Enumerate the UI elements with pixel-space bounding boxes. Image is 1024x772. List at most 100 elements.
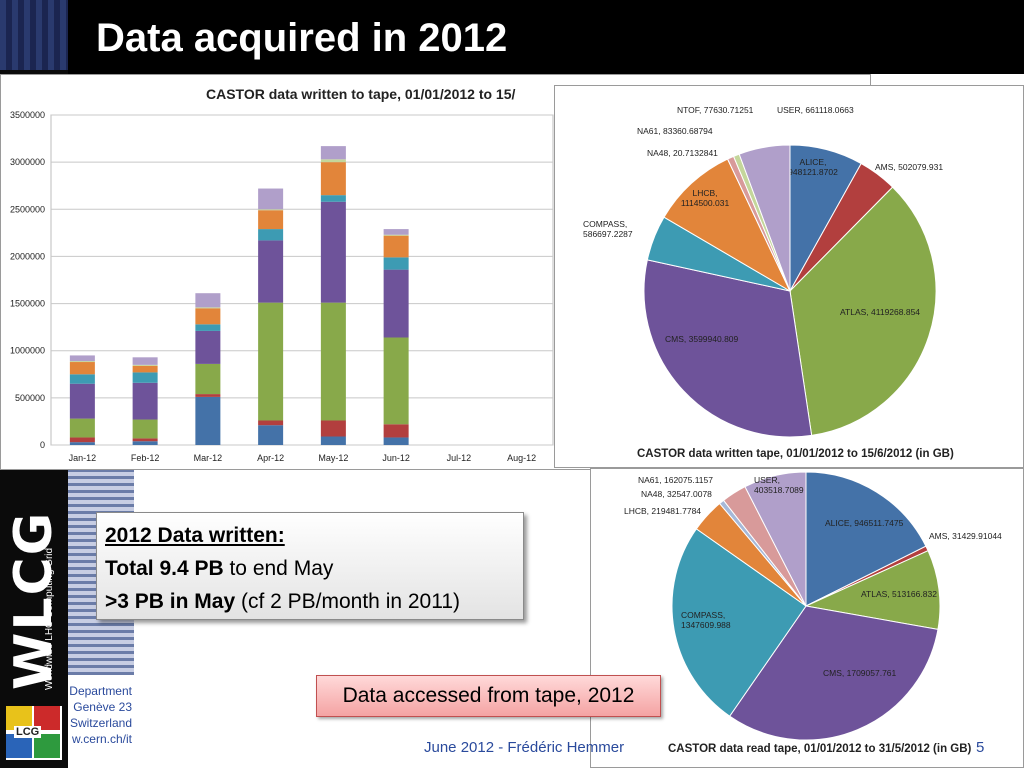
bar-segment — [132, 382, 158, 420]
bar-segment — [320, 436, 346, 445]
pie-slice-label: AMS, 502079.931 — [875, 162, 943, 172]
pie-slice-label: ATLAS, 513166.832 — [861, 589, 937, 599]
callout-may-rest: (cf 2 PB/month in 2011) — [235, 590, 461, 613]
bar-segment — [132, 365, 158, 373]
bar-segment — [195, 308, 221, 325]
pie-slice-label: NA61, 83360.68794 — [637, 126, 713, 136]
bar-segment — [383, 234, 409, 236]
bar-segment — [383, 229, 409, 235]
callout-heading: 2012 Data written: — [105, 524, 285, 547]
x-tick-label: May-12 — [318, 453, 348, 463]
bar-segment — [69, 437, 95, 443]
summary-callout: 2012 Data written: Total 9.4 PB to end M… — [96, 512, 524, 620]
bar-segment — [320, 195, 346, 202]
bar-segment — [132, 438, 158, 442]
title-bar — [68, 0, 1024, 74]
pie-chart-written: ALICE, 948121.8702 AMS, 502079.931 ATLAS, 4… — [583, 105, 954, 460]
bar-segment — [132, 419, 158, 439]
page-number: 5 — [976, 739, 985, 756]
lcg-logo: LCG — [6, 706, 62, 760]
pie-slice-label: ALICE, 948121.8702 — [788, 157, 838, 177]
bar-segment — [258, 240, 284, 303]
pie-slice-label: AMS, 31429.91044 — [929, 531, 1002, 541]
bar-segment — [195, 324, 221, 331]
bar-segment — [383, 235, 409, 258]
y-tick-label: 500000 — [15, 393, 45, 403]
bar-segment — [320, 162, 346, 196]
pie-slice-label: USER, 661118.0663 — [777, 105, 854, 115]
pie-slice-label: ALICE, 946511.7475 — [825, 518, 904, 528]
pie-written-panel: ALICE, 948121.8702 AMS, 502079.931 ATLAS, 4… — [554, 85, 1024, 468]
lcg-logo-quadrant — [6, 734, 32, 758]
pie-slice — [728, 605, 939, 741]
bar-segment — [195, 307, 221, 309]
y-tick-label: 0 — [40, 440, 45, 450]
callout-may: >3 PB in May — [105, 590, 236, 613]
pie-slice — [671, 528, 807, 717]
bar-segment — [320, 302, 346, 421]
y-tick-label: 3500000 — [10, 110, 45, 120]
bar-segment — [195, 394, 221, 397]
pie-slice-label: LHCB, 1114500.031 — [681, 188, 730, 208]
bar-segment — [258, 420, 284, 426]
bar-segment — [320, 146, 346, 160]
plot-area — [50, 114, 554, 446]
footer-text: June 2012 - Frédéric Hemmer — [424, 739, 625, 756]
bar-segment — [132, 441, 158, 445]
wlcg-logo-text: WLCG — [4, 510, 64, 690]
lcg-logo-text: LCG — [14, 726, 42, 738]
pie-slice-label: CMS, 1709057.761 — [823, 668, 897, 678]
pie-slice-label: NA48, 20.7132841 — [647, 148, 718, 158]
bar-segment — [383, 337, 409, 425]
y-tick-label: 1000000 — [10, 346, 45, 356]
bar-segment — [258, 210, 284, 230]
bar-segment — [69, 442, 95, 445]
x-tick-label: Apr-12 — [257, 453, 284, 463]
bar-segment — [69, 374, 95, 384]
bar-segment — [383, 437, 409, 445]
bar-segment — [258, 425, 284, 445]
y-tick-label: 1500000 — [10, 299, 45, 309]
bar-segment — [69, 383, 95, 419]
pie-slice-label: COMPASS, 586697.2287 — [583, 219, 633, 239]
x-tick-label: Mar-12 — [194, 453, 223, 463]
bar-segment — [69, 362, 95, 375]
bar-segment — [69, 361, 95, 363]
bar-segment — [320, 420, 346, 437]
accessed-callout: Data accessed from tape, 2012 — [316, 675, 661, 717]
pie-title: CASTOR data written tape, 01/01/2012 to … — [637, 448, 954, 460]
bar-segment — [132, 357, 158, 365]
x-tick-label: Aug-12 — [507, 453, 536, 463]
x-tick-label: Jan-12 — [69, 453, 97, 463]
wlcg-logo: WLCG Worldwide LHC Computing Grid — [4, 511, 64, 690]
bar-segment — [69, 355, 95, 362]
pie-slice — [804, 550, 941, 630]
pie-slice-label: LHCB, 219481.7784 — [624, 506, 701, 516]
chart-title: CASTOR data written to tape, 01/01/2012 … — [206, 86, 516, 102]
pie-slice-label: COMPASS, 1347609.988 — [681, 610, 731, 630]
bar-segment — [132, 364, 158, 366]
wlcg-logo-subtext: Worldwide LHC Computing Grid — [44, 547, 55, 690]
pie-slice-label: NTOF, 77630.71251 — [677, 105, 754, 115]
department-line: Genève 23 — [73, 700, 132, 714]
bar-segment — [383, 257, 409, 270]
bar-segment — [195, 363, 221, 395]
pie-chart-read: ALICE, 946511.7475 AMS, 31429.91044 ATLAS,… — [624, 471, 1002, 755]
department-line: w.cern.ch/it — [71, 732, 132, 746]
department-address: Department Genève 23 Switzerland w.cern.… — [66, 683, 132, 747]
x-tick-label: Jul-12 — [447, 453, 472, 463]
bar-segment — [258, 209, 284, 211]
department-line: Switzerland — [69, 716, 132, 730]
bar-chart: CASTOR data written to tape, 01/01/2012 … — [10, 86, 554, 463]
bar-segment — [69, 418, 95, 438]
pie-slice-label: NA61, 162075.1157 — [638, 475, 713, 485]
callout-total: Total 9.4 PB — [105, 557, 224, 580]
pie-slice — [744, 471, 807, 607]
y-tick-label: 2500000 — [10, 204, 45, 214]
pie-slice — [643, 259, 813, 438]
pie-slice — [738, 144, 791, 292]
pie-title: CASTOR data read tape, 01/01/2012 to 31/… — [668, 743, 972, 755]
bar-segment — [383, 424, 409, 438]
callout-total-rest: to end May — [223, 557, 334, 580]
lcg-logo-quadrant — [34, 734, 60, 758]
